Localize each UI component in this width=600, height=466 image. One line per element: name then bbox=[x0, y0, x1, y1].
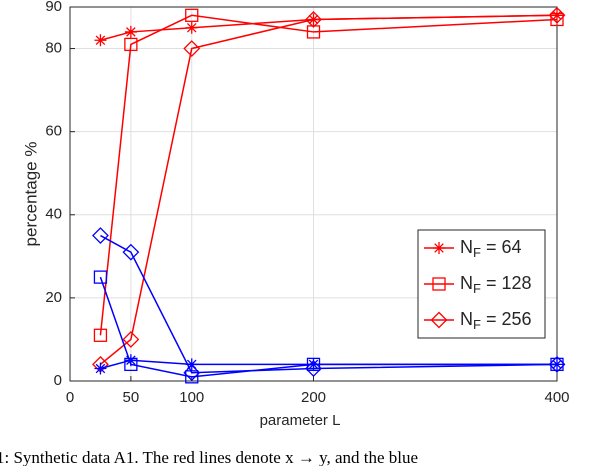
series-line bbox=[99, 14, 558, 336]
marker bbox=[551, 9, 563, 22]
marker bbox=[185, 8, 199, 22]
marker bbox=[550, 12, 564, 27]
marker bbox=[92, 227, 109, 244]
marker bbox=[122, 331, 140, 348]
legend-label: NF = 256 bbox=[460, 309, 532, 333]
marker bbox=[93, 328, 108, 342]
x-tick-label: 100 bbox=[179, 389, 204, 406]
y-tick-label: 20 bbox=[45, 289, 62, 306]
marker bbox=[124, 354, 137, 367]
marker bbox=[305, 11, 322, 28]
y-tick-label: 80 bbox=[45, 40, 62, 57]
y-tick-label: 60 bbox=[45, 123, 62, 140]
marker bbox=[94, 362, 107, 375]
caption: 1: Synthetic data A1. The red lines deno… bbox=[0, 448, 418, 466]
marker bbox=[306, 25, 321, 39]
legend-label: NF = 64 bbox=[460, 237, 522, 261]
x-tick-label: 50 bbox=[123, 389, 140, 406]
marker bbox=[124, 25, 137, 38]
marker bbox=[124, 37, 138, 52]
marker bbox=[185, 21, 198, 34]
marker bbox=[305, 360, 322, 377]
y-axis-label: percentage % bbox=[21, 142, 40, 247]
marker bbox=[432, 277, 446, 291]
series-line bbox=[99, 276, 557, 378]
marker bbox=[94, 34, 107, 47]
x-axis-label: parameter L bbox=[260, 412, 341, 429]
series-line bbox=[99, 14, 558, 365]
plot-frame bbox=[69, 6, 558, 382]
marker bbox=[185, 370, 199, 384]
marker bbox=[183, 40, 201, 57]
x-tick-label: 400 bbox=[544, 389, 569, 406]
marker bbox=[93, 270, 108, 284]
y-tick-label: 0 bbox=[54, 372, 62, 389]
marker bbox=[122, 243, 140, 261]
marker bbox=[548, 6, 566, 24]
legend-label: NF = 128 bbox=[460, 273, 532, 297]
series-line bbox=[100, 234, 558, 374]
y-tick-label: 40 bbox=[45, 206, 62, 223]
marker bbox=[548, 355, 566, 373]
marker bbox=[183, 364, 201, 382]
marker bbox=[306, 357, 321, 372]
x-tick-label: 0 bbox=[66, 389, 74, 406]
marker bbox=[430, 311, 448, 329]
y-tick-label: 90 bbox=[45, 0, 62, 15]
marker bbox=[433, 242, 445, 254]
marker bbox=[124, 357, 138, 372]
x-tick-label: 200 bbox=[301, 389, 326, 406]
